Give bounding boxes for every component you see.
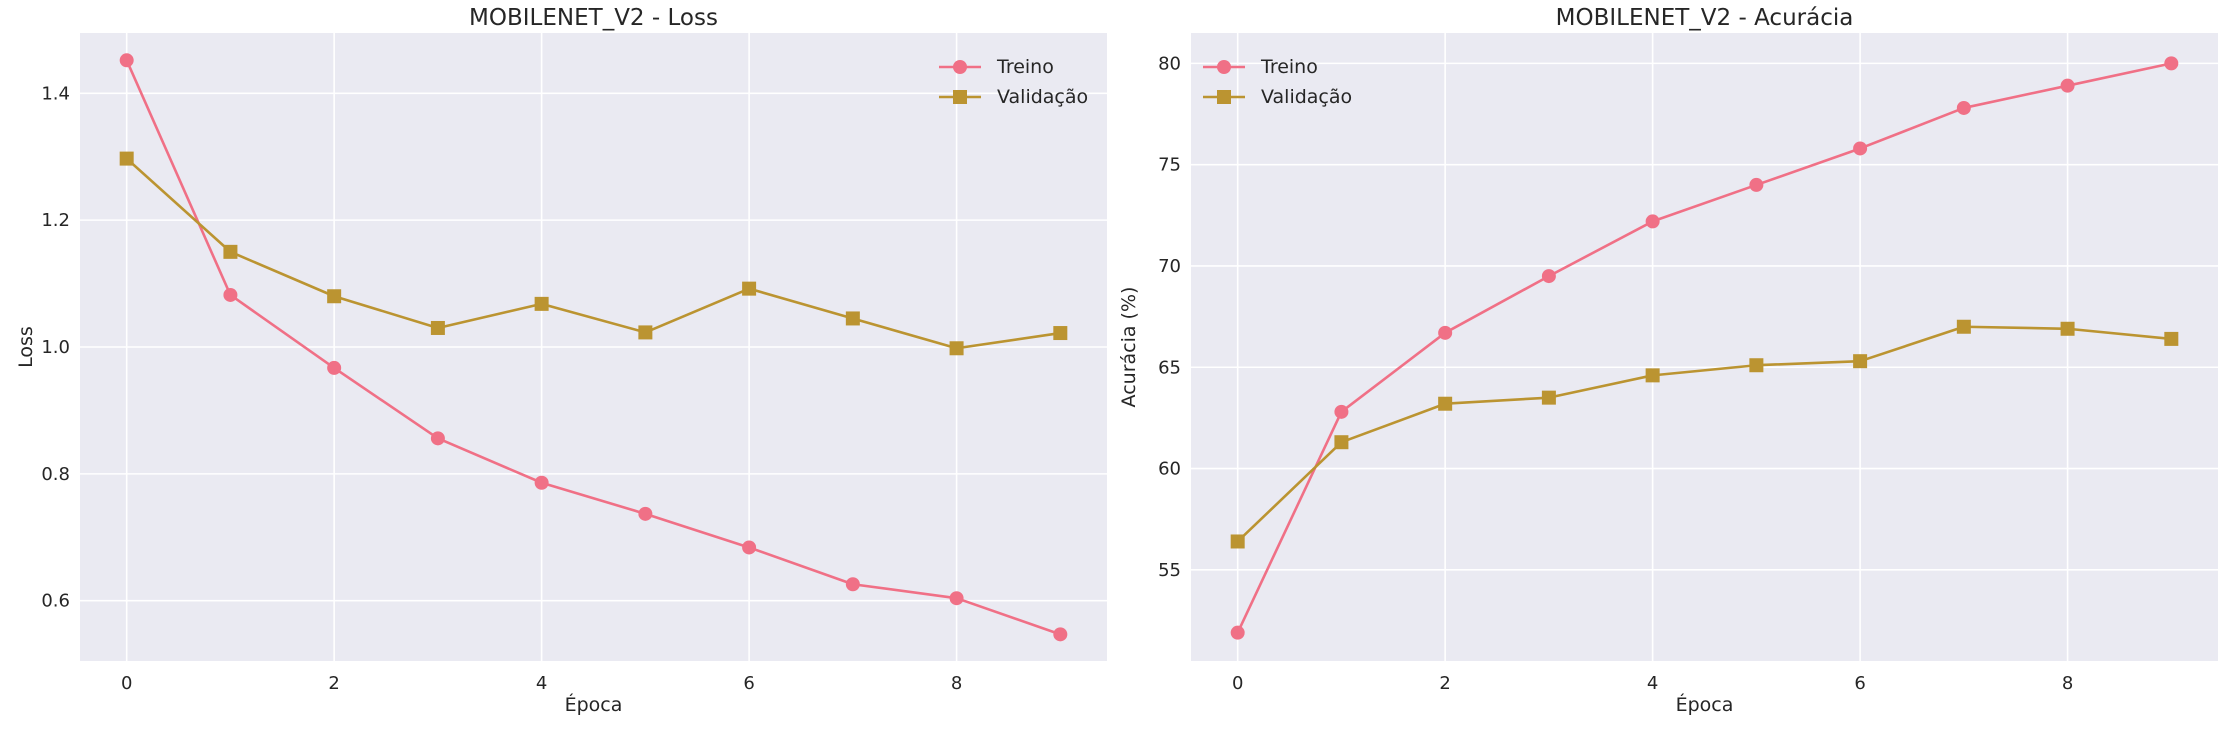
data-point-validacao <box>2164 331 2179 346</box>
x-tick-label: 2 <box>1439 673 1450 694</box>
y-tick-label: 1.2 <box>41 210 70 231</box>
data-point-validacao <box>1438 396 1453 411</box>
data-point-treino <box>1853 141 1868 156</box>
data-point-treino <box>949 591 964 606</box>
legend-label: Treino <box>1260 56 1318 78</box>
legend-marker-square <box>953 90 967 104</box>
x-tick-label: 6 <box>743 673 754 694</box>
data-point-validacao <box>949 341 964 356</box>
x-tick-label: 6 <box>1854 673 1865 694</box>
legend-label: Validação <box>1261 86 1352 108</box>
data-point-validacao <box>223 244 238 259</box>
data-point-treino <box>1438 325 1453 340</box>
data-point-validacao <box>1645 368 1660 383</box>
data-point-validacao <box>1853 354 1868 369</box>
series-line-validacao <box>1236 325 2172 543</box>
x-tick-label: 4 <box>536 673 547 694</box>
data-point-treino <box>119 53 134 68</box>
y-tick-label: 65 <box>1158 357 1181 378</box>
data-point-validacao <box>1334 435 1349 450</box>
y-tick-label: 1.0 <box>41 337 70 358</box>
y-tick-label: 60 <box>1158 459 1181 480</box>
y-axis-label: Loss <box>15 326 37 368</box>
y-tick-label: 0.6 <box>41 591 70 612</box>
chart-title: MOBILENET_V2 - Acurácia <box>1556 5 1854 31</box>
chart-title: MOBILENET_V2 - Loss <box>469 5 718 31</box>
data-point-treino <box>1053 627 1068 642</box>
x-tick-label: 0 <box>121 673 132 694</box>
data-point-treino <box>430 431 445 446</box>
data-point-treino <box>638 506 653 521</box>
series-line-validacao <box>125 157 1061 350</box>
data-point-treino <box>223 287 238 302</box>
y-tick-label: 0.8 <box>41 464 70 485</box>
data-point-treino <box>1645 214 1660 229</box>
series-line-treino <box>125 59 1061 636</box>
data-point-treino <box>534 475 549 490</box>
data-point-validacao <box>1956 319 1971 334</box>
y-tick-label: 1.4 <box>41 83 70 104</box>
y-tick-label: 75 <box>1158 155 1181 176</box>
data-point-validacao <box>430 320 445 335</box>
data-point-treino <box>1749 177 1764 192</box>
x-tick-label: 4 <box>1647 673 1658 694</box>
data-point-treino <box>2164 56 2179 71</box>
legend: Treino Validação <box>939 56 1088 108</box>
legend-label: Treino <box>996 56 1054 78</box>
data-point-validacao <box>2060 321 2075 336</box>
data-point-validacao <box>742 281 757 296</box>
legend: Treino Validação <box>1203 56 1352 108</box>
data-point-validacao <box>1541 390 1556 405</box>
x-axis-label: Época <box>565 693 623 716</box>
legend-marker-circle <box>953 60 967 74</box>
legend-label: Validação <box>997 86 1088 108</box>
data-point-validacao <box>638 325 653 340</box>
y-tick-label: 70 <box>1158 256 1181 277</box>
data-point-treino <box>2060 78 2075 93</box>
x-tick-label: 8 <box>951 673 962 694</box>
data-point-treino <box>845 577 860 592</box>
data-point-treino <box>1956 100 1971 115</box>
x-tick-label: 2 <box>328 673 339 694</box>
data-point-treino <box>327 360 342 375</box>
data-point-validacao <box>1053 326 1068 341</box>
x-axis-label: Época <box>1676 693 1734 716</box>
legend-marker-square <box>1217 90 1231 104</box>
series-line-treino <box>1236 62 2172 634</box>
y-tick-label: 55 <box>1158 560 1181 581</box>
x-tick-label: 8 <box>2062 673 2073 694</box>
x-tick-label: 0 <box>1232 673 1243 694</box>
data-point-validacao <box>534 296 549 311</box>
data-point-treino <box>1230 625 1245 640</box>
legend-marker-circle <box>1217 60 1231 74</box>
loss-chart: 0 2 4 6 8 0.6 0.8 1.0 1.2 1.4 MOBILENET_V2 - Loss É… <box>15 5 1107 716</box>
data-point-treino <box>1541 269 1556 284</box>
data-point-validacao <box>327 289 342 304</box>
data-point-validacao <box>1749 358 1764 373</box>
y-tick-label: 80 <box>1158 53 1181 74</box>
data-point-validacao <box>119 151 134 166</box>
data-point-validacao <box>845 311 860 326</box>
y-axis-label: Acurácia (%) <box>1118 287 1140 408</box>
data-point-treino <box>1334 404 1349 419</box>
data-point-validacao <box>1230 534 1245 549</box>
data-point-treino <box>742 540 757 555</box>
plot-area <box>1191 33 2218 661</box>
accuracy-chart: 0 2 4 6 8 55 60 65 70 75 80 MOBILENET_V2 - Acurácia… <box>1118 5 2218 716</box>
